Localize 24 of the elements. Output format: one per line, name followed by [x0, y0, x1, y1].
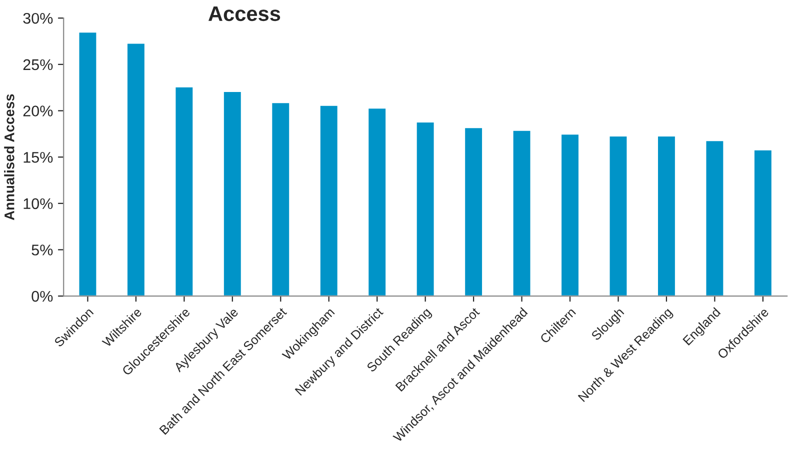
- bar: [319, 104, 339, 296]
- bar: [126, 42, 146, 296]
- y-tick-label: 0%: [32, 290, 53, 302]
- bar: [704, 140, 725, 296]
- bar: [464, 126, 484, 296]
- bar: [512, 130, 532, 296]
- bar: [415, 121, 436, 296]
- bar: [656, 135, 676, 296]
- bar: [753, 148, 773, 296]
- bar: [78, 31, 98, 296]
- y-tick-label: 15%: [24, 152, 53, 163]
- bar: [270, 102, 290, 296]
- bar: [367, 107, 387, 296]
- y-axis-title: Annualised Access: [4, 94, 14, 220]
- y-tick-label: 25%: [23, 59, 53, 70]
- y-tick-label: 5%: [32, 244, 53, 256]
- y-tick-label: 30%: [23, 12, 53, 24]
- y-tick-label: 10%: [24, 198, 53, 210]
- bar: [560, 133, 580, 296]
- bar: [174, 86, 194, 296]
- bar: [608, 135, 628, 296]
- bar: [222, 90, 242, 296]
- chart-title: Access: [208, 6, 280, 22]
- y-tick-label: 20%: [23, 106, 53, 116]
